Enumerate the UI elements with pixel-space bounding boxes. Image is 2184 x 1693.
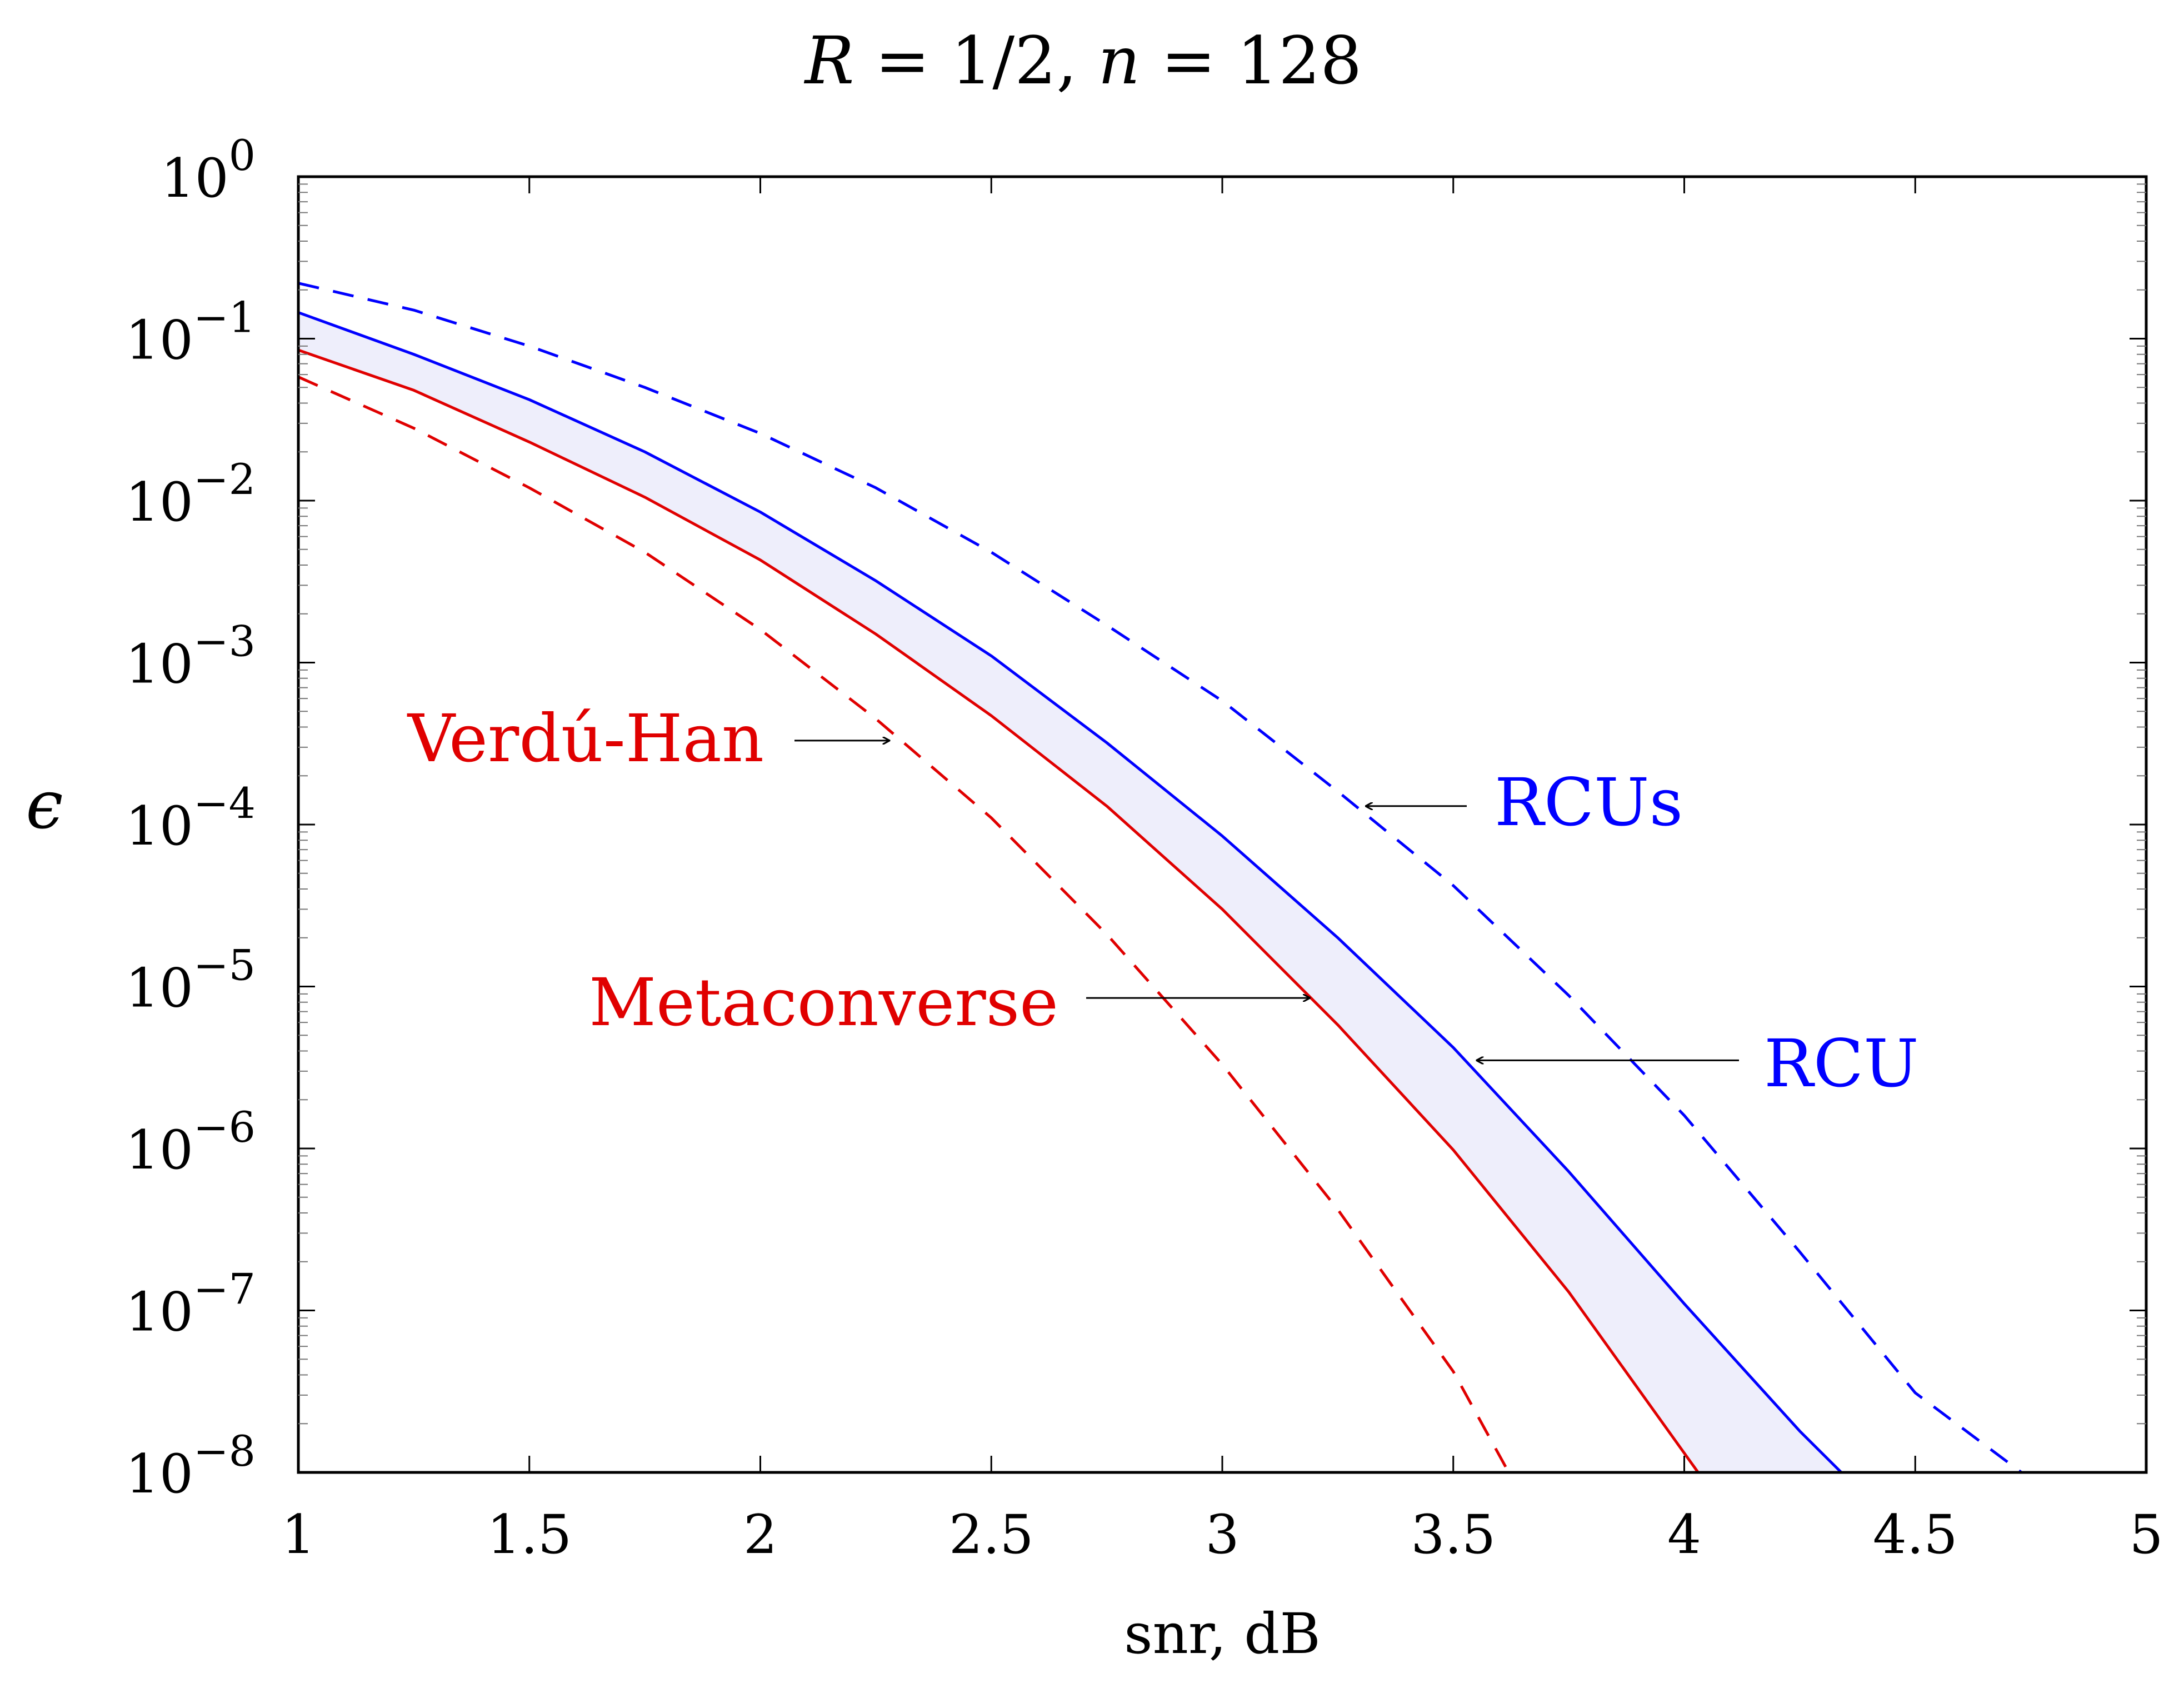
series-line-rcus [298,282,2022,1474]
series-line-metaconverse [298,348,1700,1474]
x-tick-label: 4.5 [1873,1504,1958,1566]
annotation-layer: Verdú-Han RCUs Metaconverse RCU [407,700,1919,1102]
y-tick-label: 100 [161,131,256,209]
title-n-value: = 128 [1140,22,1362,99]
y-tick-labels: 100 10−1 10−2 10−3 10−4 10−5 10−6 10−7 10−8 [126,131,256,1505]
title-rate-value: = 1/2, [854,22,1098,99]
title-n-symbol: n [1098,22,1140,99]
ticks-layer [297,176,2147,1474]
series-line-rcu [298,311,1842,1474]
band-fill [298,312,1842,1473]
x-tick-label: 5 [2129,1504,2163,1566]
x-tick-label: 3.5 [1411,1504,1496,1566]
plot-frame [297,175,2148,1474]
x-tick-label: 1.5 [487,1504,572,1566]
x-tick-labels: 1 1.5 2 2.5 3 3.5 4 4.5 5 [281,1504,2163,1566]
x-axis-title: snr, dB [1124,1601,1321,1666]
annotation-label-rcu: RCU [1764,1025,1919,1102]
y-tick-label: 10−3 [126,617,256,696]
y-tick-label: 10−7 [126,1265,256,1344]
y-tick-label: 10−6 [126,1102,256,1181]
series-line-verd-han [297,376,1510,1474]
y-axis-title: ϵ [26,767,63,844]
y-tick-label: 10−5 [126,941,256,1020]
annotation-label-metaconverse: Metaconverse [589,964,1058,1041]
x-tick-label: 3 [1205,1504,1239,1566]
y-tick-label: 10−4 [126,778,256,857]
x-tick-label: 1 [281,1504,315,1566]
confidence-band [298,312,1842,1473]
chart-title: R = 1/2, n = 128 [804,22,1362,99]
y-tick-label: 10−8 [126,1426,256,1505]
y-tick-label: 10−1 [126,293,256,372]
series-layer [297,282,2022,1474]
annotation-label-verd-han: Verdú-Han [407,700,764,777]
annotation-label-rcus: RCUs [1495,764,1683,841]
y-tick-label: 10−2 [126,455,256,533]
x-tick-label: 4 [1667,1504,1701,1566]
x-tick-label: 2 [743,1504,777,1566]
x-tick-label: 2.5 [949,1504,1034,1566]
title-rate-symbol: R [804,22,854,99]
